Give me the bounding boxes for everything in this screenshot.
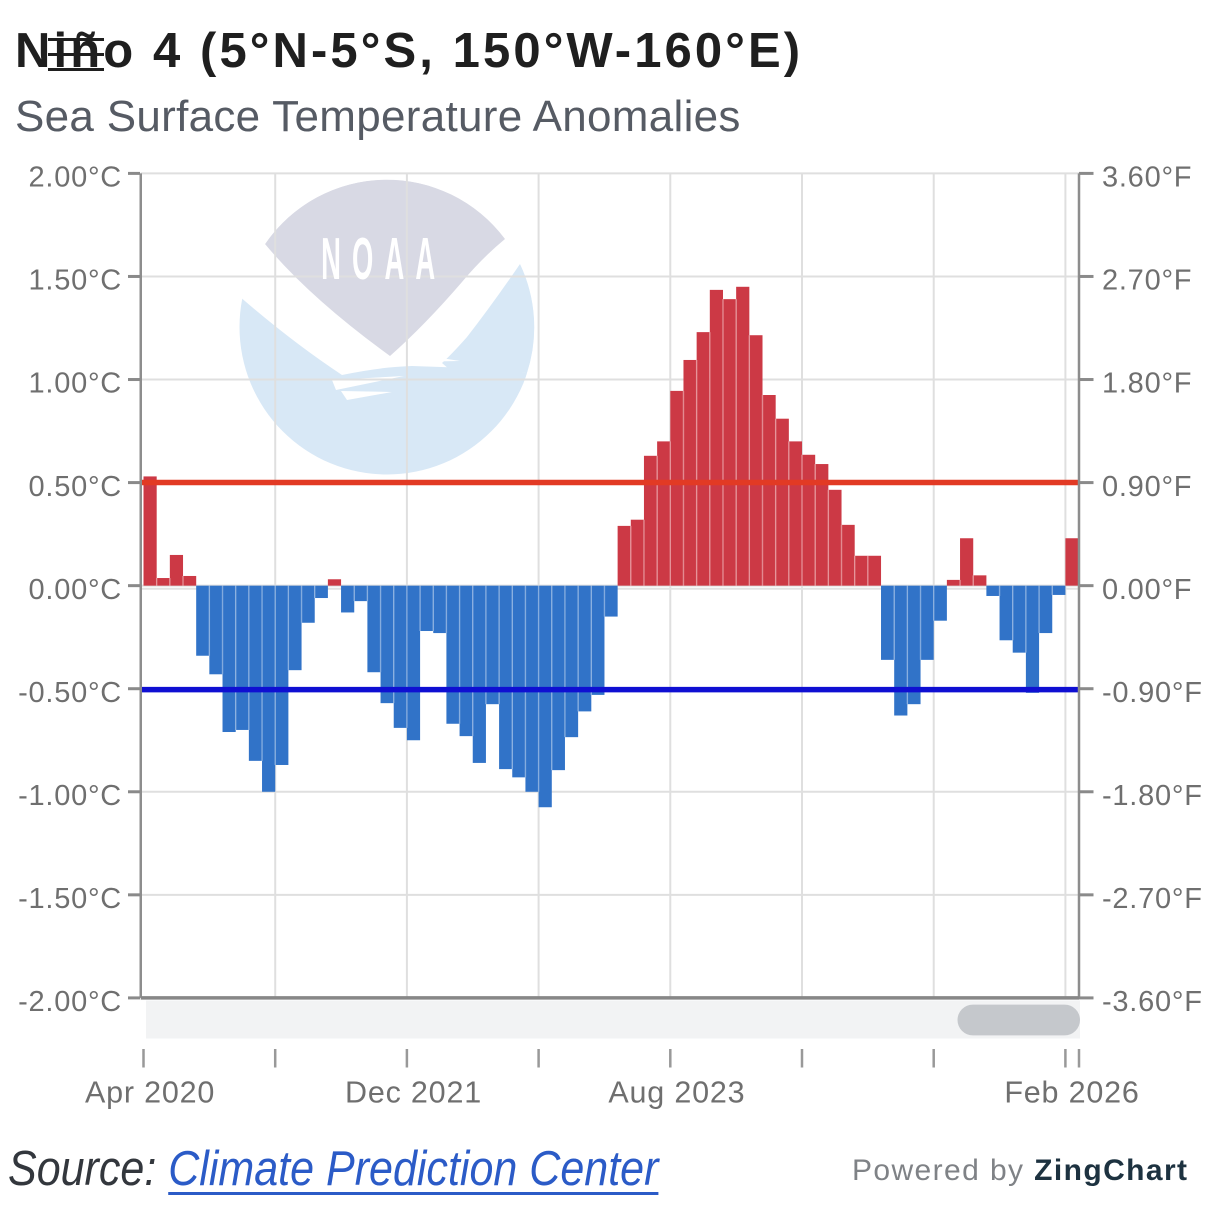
svg-text:1.00°C: 1.00°C: [29, 368, 122, 400]
svg-text:Apr 2020: Apr 2020: [85, 1076, 215, 1110]
svg-text:-0.50°C: -0.50°C: [18, 677, 122, 709]
svg-text:-1.50°C: -1.50°C: [18, 883, 122, 915]
svg-text:-2.00°C: -2.00°C: [18, 986, 122, 1018]
svg-text:Feb 2026: Feb 2026: [1004, 1076, 1139, 1110]
svg-text:-1.00°C: -1.00°C: [18, 780, 122, 812]
svg-text:0.50°C: 0.50°C: [29, 471, 122, 503]
svg-text:0.90°F: 0.90°F: [1102, 471, 1192, 503]
svg-text:2.00°C: 2.00°C: [29, 162, 122, 194]
svg-text:Dec 2021: Dec 2021: [345, 1076, 482, 1110]
svg-text:NOAA: NOAA: [321, 225, 446, 292]
svg-text:-3.60°F: -3.60°F: [1102, 986, 1203, 1018]
svg-text:-0.90°F: -0.90°F: [1102, 677, 1203, 709]
svg-text:2.70°F: 2.70°F: [1102, 265, 1192, 297]
svg-text:3.60°F: 3.60°F: [1102, 162, 1192, 194]
svg-text:-2.70°F: -2.70°F: [1102, 883, 1203, 915]
svg-text:0.00°F: 0.00°F: [1102, 574, 1192, 606]
svg-text:-1.80°F: -1.80°F: [1102, 780, 1203, 812]
svg-text:Aug 2023: Aug 2023: [608, 1076, 745, 1110]
svg-text:0.00°C: 0.00°C: [29, 574, 122, 606]
svg-text:1.50°C: 1.50°C: [29, 265, 122, 297]
svg-text:1.80°F: 1.80°F: [1102, 368, 1192, 400]
